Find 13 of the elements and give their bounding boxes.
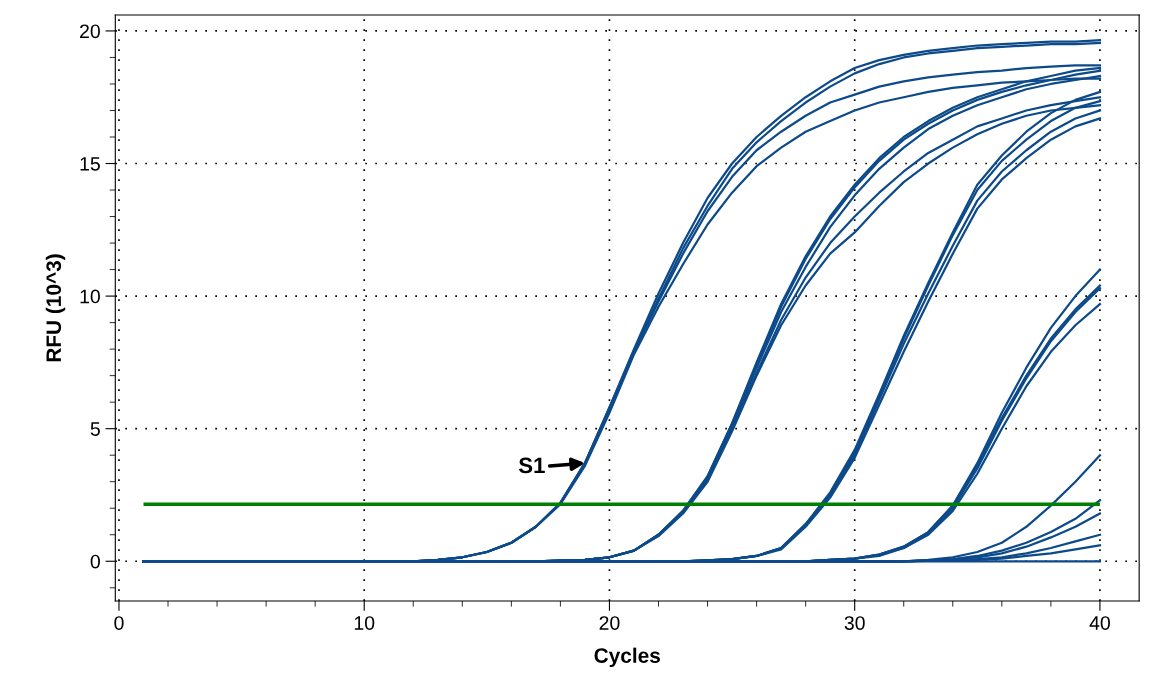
y-tick-label: 0 (90, 554, 100, 569)
y-axis-title: RFU (10^3) (45, 254, 66, 362)
y-tick-label: 5 (90, 422, 100, 436)
x-tick-label: 20 (599, 616, 620, 630)
annotation: S1 (518, 457, 545, 474)
x-axis-title: Cycles (594, 647, 660, 668)
y-tick-label: 15 (80, 157, 100, 171)
x-tick-label: 30 (844, 616, 865, 630)
x-tick-label: 10 (354, 616, 375, 630)
y-tick-label: 20 (80, 24, 100, 39)
x-tick-label: 40 (1089, 616, 1110, 630)
x-tick-label: 0 (114, 616, 124, 630)
y-tick-label: 10 (80, 289, 100, 304)
